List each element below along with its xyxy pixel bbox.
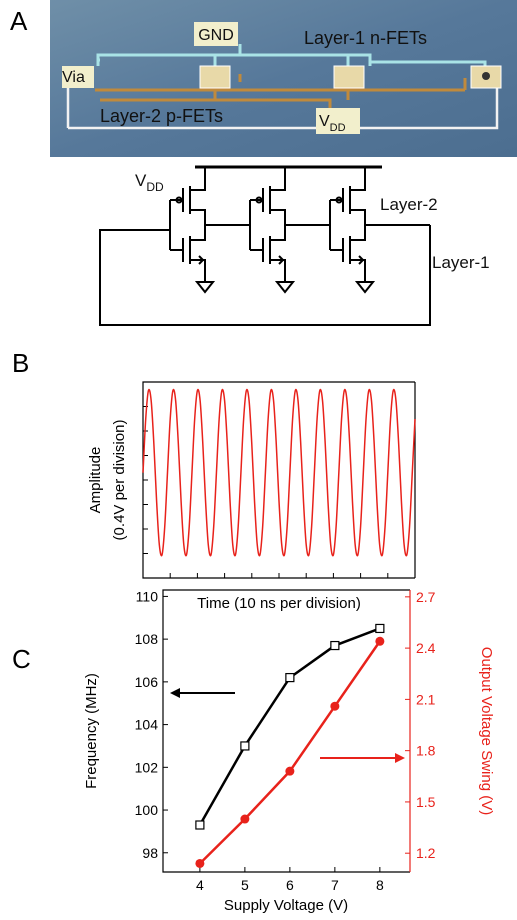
ground (194, 281, 216, 294)
label-subscript: DD (146, 180, 164, 194)
trace (95, 88, 465, 112)
series-line (198, 627, 381, 826)
schematic-label: Layer-2 (380, 195, 438, 214)
y-axis-label: (0.4V per division) (111, 420, 128, 541)
point (240, 741, 250, 751)
point (375, 636, 385, 646)
x-tick-label: 8 (376, 877, 384, 893)
trace (96, 53, 487, 70)
ground (274, 281, 296, 294)
inverter (329, 167, 366, 282)
arrow-head (395, 753, 405, 763)
inverter (169, 167, 206, 282)
chart (142, 381, 416, 579)
y-tick-label: 100 (135, 802, 159, 818)
y2-tick-label: 2.4 (416, 640, 436, 656)
y2-tick-label: 1.2 (416, 845, 436, 861)
label-main: V (135, 171, 147, 190)
micrograph-label: Via (62, 69, 85, 86)
arrow (357, 255, 365, 265)
micrograph: GND Layer-1 n-FETs Via Layer-2 p-FETs VD… (50, 0, 517, 157)
annotation-arrow (170, 688, 235, 698)
bubble (335, 196, 343, 204)
y2-tick-label: 2.7 (416, 589, 436, 605)
y-tick-label: 106 (135, 674, 159, 690)
x-tick-label: 4 (196, 877, 204, 893)
inverter (249, 167, 286, 282)
y-tick-label: 108 (135, 631, 159, 647)
panel-label: C (12, 644, 31, 674)
pad (333, 65, 365, 89)
bubble (255, 196, 263, 204)
chart: 4 5 6 7 8 98 100 102 104 106 108 110 1.2 1.5 1.8 2.1 2.4… (135, 588, 436, 893)
schematic-label: Layer-1 (432, 253, 490, 272)
label-box (62, 66, 94, 88)
point (195, 858, 205, 868)
ground (354, 281, 376, 294)
micrograph-label: VDD (319, 113, 346, 134)
wire (99, 225, 431, 326)
y2-tick-label: 1.8 (416, 743, 436, 759)
y-axis-label: Frequency (MHz) (83, 673, 100, 789)
micrograph-background (50, 0, 517, 157)
x-axis-label: Time (10 ns per division) (197, 595, 361, 612)
x-tick-label: 7 (331, 877, 339, 893)
series-line (142, 388, 416, 557)
trace (68, 80, 499, 130)
annotation-arrow (320, 753, 405, 763)
arrow (277, 255, 285, 265)
x-tick-label: 5 (241, 877, 249, 893)
micrograph-label: Layer-1 n-FETs (304, 28, 427, 48)
point (375, 623, 385, 634)
y2-tick-label: 2.1 (416, 691, 436, 707)
schematic (99, 165, 431, 326)
y2-axis-label: Output Voltage Swing (V) (478, 647, 495, 815)
arrow-head (170, 688, 180, 698)
arrow (197, 255, 205, 265)
micrograph-label: GND (198, 27, 234, 44)
axis-frame (162, 589, 410, 873)
y2-tick-label: 1.5 (416, 794, 436, 810)
point (330, 701, 340, 711)
point (240, 814, 250, 824)
y-tick-label: 110 (136, 588, 159, 604)
label-subscript: DD (330, 122, 346, 134)
point (285, 766, 295, 776)
pad (199, 65, 231, 89)
y-tick-label: 98 (142, 845, 158, 861)
via-dot (482, 72, 490, 80)
schematic-label: VDD (135, 171, 164, 194)
y-tick-label: 104 (135, 717, 159, 733)
label-box (316, 108, 360, 134)
bubble (175, 196, 183, 204)
label-box (194, 22, 238, 46)
label-main: V (319, 113, 330, 130)
x-axis-label: Supply Voltage (V) (224, 897, 348, 914)
panel-label: B (12, 348, 29, 378)
point (195, 820, 205, 830)
y-axis-label: Amplitude (87, 447, 104, 514)
point (330, 640, 340, 651)
x-tick-label: 6 (286, 877, 294, 893)
y-tick-label: 102 (135, 759, 159, 775)
panel-label: A (10, 6, 28, 36)
point (285, 672, 295, 683)
micrograph-label: Layer-2 p-FETs (100, 106, 223, 126)
